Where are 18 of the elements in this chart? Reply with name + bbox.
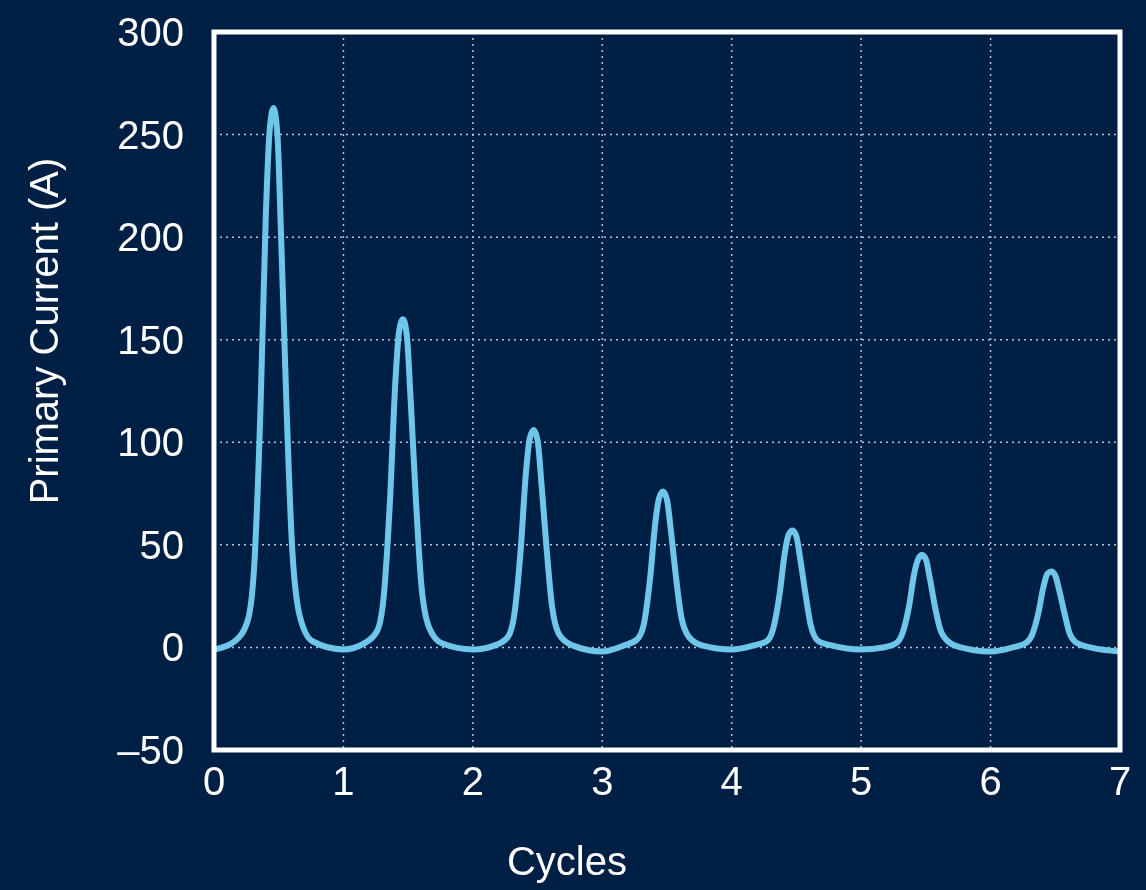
y-tick-label: 0 [161, 625, 184, 670]
x-tick-label: 7 [1108, 759, 1132, 803]
x-tick-label: 0 [202, 759, 226, 803]
x-tick-label: 4 [720, 759, 743, 803]
x-tick-label: 6 [979, 759, 1002, 803]
y-tick-label: –50 [117, 728, 184, 772]
y-tick-label: 100 [117, 420, 184, 465]
x-axis-title: Cycles [506, 839, 628, 883]
y-tick-label: 50 [139, 522, 184, 567]
y-tick-label: 200 [117, 215, 184, 260]
y-tick-label: 250 [117, 112, 184, 157]
x-tick-label: 1 [332, 759, 355, 803]
x-tick-label: 5 [850, 759, 873, 803]
y-tick-label: 150 [117, 317, 184, 362]
x-tick-label: 2 [461, 759, 484, 803]
x-tick-label: 3 [591, 759, 614, 803]
y-tick-label: 300 [117, 10, 184, 54]
y-axis-title: Primary Current (A) [22, 157, 66, 505]
